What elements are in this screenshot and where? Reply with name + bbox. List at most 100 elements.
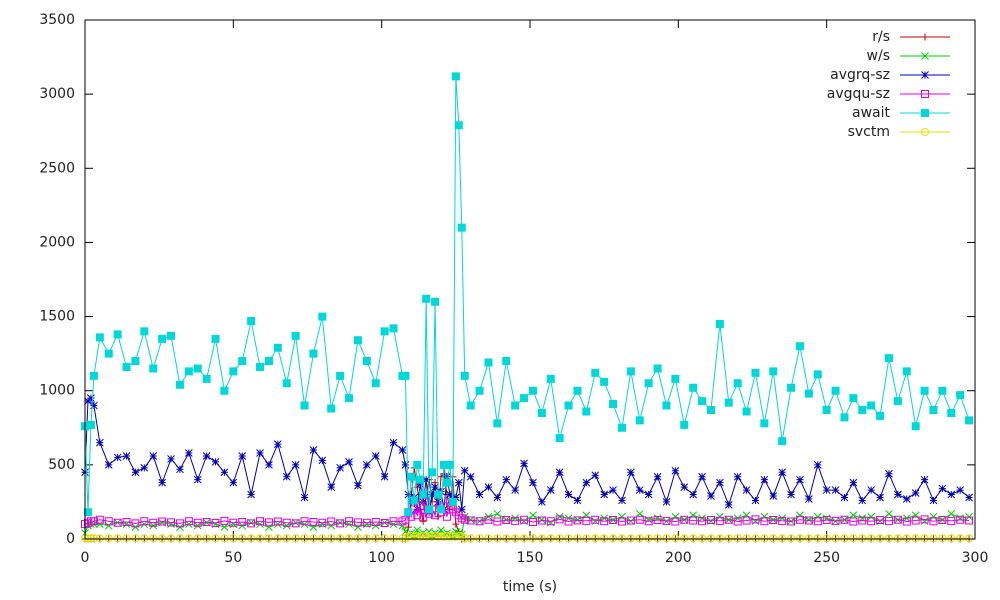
data-point	[715, 319, 724, 328]
data-point	[956, 391, 965, 400]
data-point	[662, 534, 671, 543]
data-point	[805, 495, 813, 503]
data-point	[564, 517, 573, 526]
data-point	[419, 498, 428, 506]
data-point	[698, 517, 707, 526]
data-point	[413, 511, 422, 520]
data-point	[884, 516, 893, 525]
data-point	[671, 466, 680, 475]
data-point	[273, 517, 282, 526]
data-point	[502, 357, 511, 366]
data-point	[122, 517, 131, 526]
y-tick-label: 3000	[39, 86, 75, 102]
data-point	[911, 516, 920, 525]
data-point	[653, 364, 662, 373]
data-point	[413, 460, 422, 469]
data-point	[247, 534, 256, 543]
data-point	[428, 490, 436, 499]
data-point	[158, 334, 167, 343]
data-point	[256, 517, 265, 526]
data-point	[662, 516, 671, 525]
data-point	[419, 512, 428, 521]
data-point	[502, 475, 511, 484]
data-point	[502, 534, 511, 543]
data-point	[795, 515, 804, 524]
data-point	[724, 515, 733, 524]
data-point	[442, 512, 451, 521]
data-point	[938, 534, 947, 543]
data-point	[89, 371, 98, 380]
data-point	[336, 519, 345, 528]
data-point	[867, 486, 876, 494]
data-point	[849, 534, 858, 543]
data-point	[345, 394, 354, 403]
data-point	[617, 423, 626, 432]
data-point	[345, 517, 354, 526]
data-point	[965, 493, 973, 502]
data-point	[840, 534, 849, 543]
data-point	[555, 515, 564, 524]
data-point	[90, 401, 98, 410]
data-point	[466, 401, 475, 410]
data-point	[813, 517, 822, 526]
data-point	[929, 405, 938, 414]
data-point	[256, 534, 265, 543]
data-point	[131, 357, 140, 366]
data-point	[460, 534, 469, 543]
data-point	[336, 463, 344, 472]
data-point	[247, 490, 255, 499]
data-point	[573, 515, 582, 524]
data-point	[113, 453, 122, 462]
legend-label: svctm	[848, 124, 890, 140]
data-point	[724, 398, 733, 407]
data-point	[689, 490, 698, 499]
data-point	[564, 534, 573, 543]
data-point	[573, 534, 582, 543]
data-point	[104, 517, 113, 526]
data-point	[451, 532, 460, 541]
data-point	[380, 518, 389, 527]
data-point	[184, 449, 193, 457]
data-point	[938, 516, 947, 525]
data-point	[653, 472, 662, 481]
data-point	[354, 523, 362, 531]
data-point	[635, 515, 644, 524]
data-point	[273, 534, 282, 543]
data-point	[849, 517, 858, 526]
data-point	[617, 517, 626, 526]
data-point	[238, 534, 247, 543]
data-point	[689, 534, 698, 543]
data-point	[582, 478, 591, 487]
data-point	[309, 523, 318, 531]
data-point	[256, 362, 265, 371]
data-point	[431, 297, 440, 306]
data-point	[451, 508, 460, 517]
data-point	[884, 354, 893, 363]
data-point	[380, 472, 389, 481]
data-point	[273, 440, 282, 448]
data-point	[742, 516, 751, 525]
data-point	[457, 514, 466, 523]
data-point	[902, 367, 911, 376]
data-point	[380, 327, 389, 336]
data-point	[309, 349, 318, 358]
data-point	[282, 534, 291, 543]
data-point	[184, 517, 193, 526]
data-point	[454, 511, 463, 520]
x-tick-label: 150	[517, 550, 544, 566]
data-point	[493, 509, 502, 518]
data-point	[247, 519, 256, 528]
data-point	[434, 532, 443, 541]
data-point	[902, 517, 911, 526]
data-point	[884, 534, 893, 543]
data-point	[618, 512, 626, 521]
data-point	[309, 446, 318, 454]
x-tick-label: 100	[368, 550, 395, 566]
data-point	[947, 534, 956, 543]
data-point	[662, 401, 671, 410]
data-point	[573, 386, 582, 395]
data-point	[175, 380, 184, 389]
data-point	[167, 518, 176, 527]
data-point	[457, 223, 466, 232]
data-point	[956, 486, 965, 494]
